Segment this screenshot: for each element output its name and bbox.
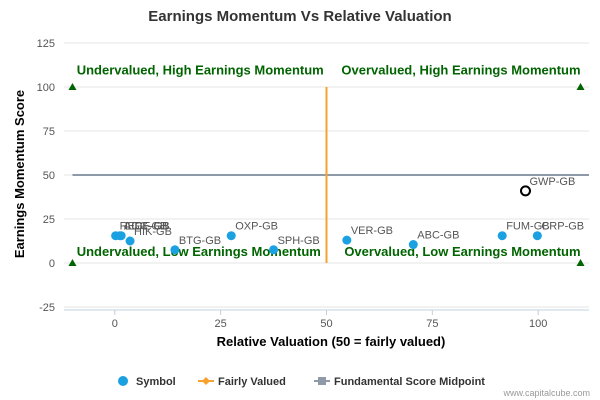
x-tick-label-1: 25 [215,318,227,330]
legend-marker-symbol [118,376,128,386]
point-label-crp-gb: CRP-GB [541,221,584,233]
y-tick-label-2: 25 [43,214,55,226]
quadrant-labels: Undervalued, High Earnings Momentum Overv… [77,63,581,259]
legend: Symbol Fairly Valued Fundamental Score Mid… [118,376,485,388]
data-point-lide-gb [116,231,126,241]
corner-marker-1 [576,83,585,90]
corner-markers [68,83,585,266]
quadrant-label-1: Overvalued, High Earnings Momentum [341,63,580,78]
reference-lines [72,87,589,263]
data-point-fum-gb [497,231,507,241]
data-point-oxp-gb [226,231,236,241]
point-label-regf-gb: REGF-GB [120,221,170,233]
point-label-btg-gb: BTG-GB [179,235,221,247]
quadrant-label-3: Overvalued, Low Earnings Momentum [344,244,580,259]
corner-marker-2 [68,259,77,266]
x-tick-label-0: 0 [112,318,118,330]
point-label-sph-gb: SPH-GB [278,235,320,247]
y-axis-ticks: -25 0 25 50 75 100 125 [37,38,55,314]
y-tick-label-5: 100 [37,82,55,94]
point-label-abc-gb: ABC-GB [417,230,459,242]
data-point-crp-gb [532,231,542,241]
x-tick-label-4: 100 [529,318,547,330]
data-point-abc-gb [408,240,418,250]
point-label-ver-gb: VER-GB [351,225,393,237]
data-point-hik-gb [125,236,135,246]
legend-label-2: Fundamental Score Midpoint [334,376,485,388]
y-tick-label-4: 75 [43,126,55,138]
legend-marker-fairly-valued [202,377,210,385]
quadrant-label-2: Undervalued, Low Earnings Momentum [77,244,321,259]
point-label-fum-gb: FUM-GB [506,221,549,233]
point-label-agc-gb: AGC-GB [124,221,167,233]
data-point-ver-gb [342,235,352,245]
x-tick-label-2: 50 [320,318,332,330]
y-tick-label-0: -25 [39,302,55,314]
x-axis-title: Relative Valuation (50 = fairly valued) [217,334,446,349]
y-axis-title: Earnings Momentum Score [12,90,27,258]
corner-marker-3 [576,259,585,266]
legend-marker-midpoint [318,377,326,385]
legend-label-1: Fairly Valued [218,376,286,388]
x-axis-ticks: 0 25 50 75 100 [64,309,589,330]
y-tick-label-6: 125 [37,38,55,50]
chart-title: Earnings Momentum Vs Relative Valuation [148,8,451,25]
legend-label-0: Symbol [136,376,176,388]
x-tick-label-3: 75 [426,318,438,330]
y-tick-label-1: 0 [49,258,55,270]
corner-marker-0 [68,83,77,90]
point-label-gwp-gb: GWP-GB [529,176,575,188]
data-point-btg-gb [170,245,180,255]
point-label-hik-gb: HIK-GB [134,226,172,238]
point-label-oxp-gb: OXP-GB [235,221,278,233]
quadrant-label-0: Undervalued, High Earnings Momentum [77,63,324,78]
credit-text: www.capitalcube.com [502,388,590,398]
data-point-sph-gb [269,245,279,255]
point-label-lide-gb: LIDE-GB [125,221,169,233]
y-tick-label-3: 50 [43,170,55,182]
data-point-gwp-gb [519,185,531,197]
